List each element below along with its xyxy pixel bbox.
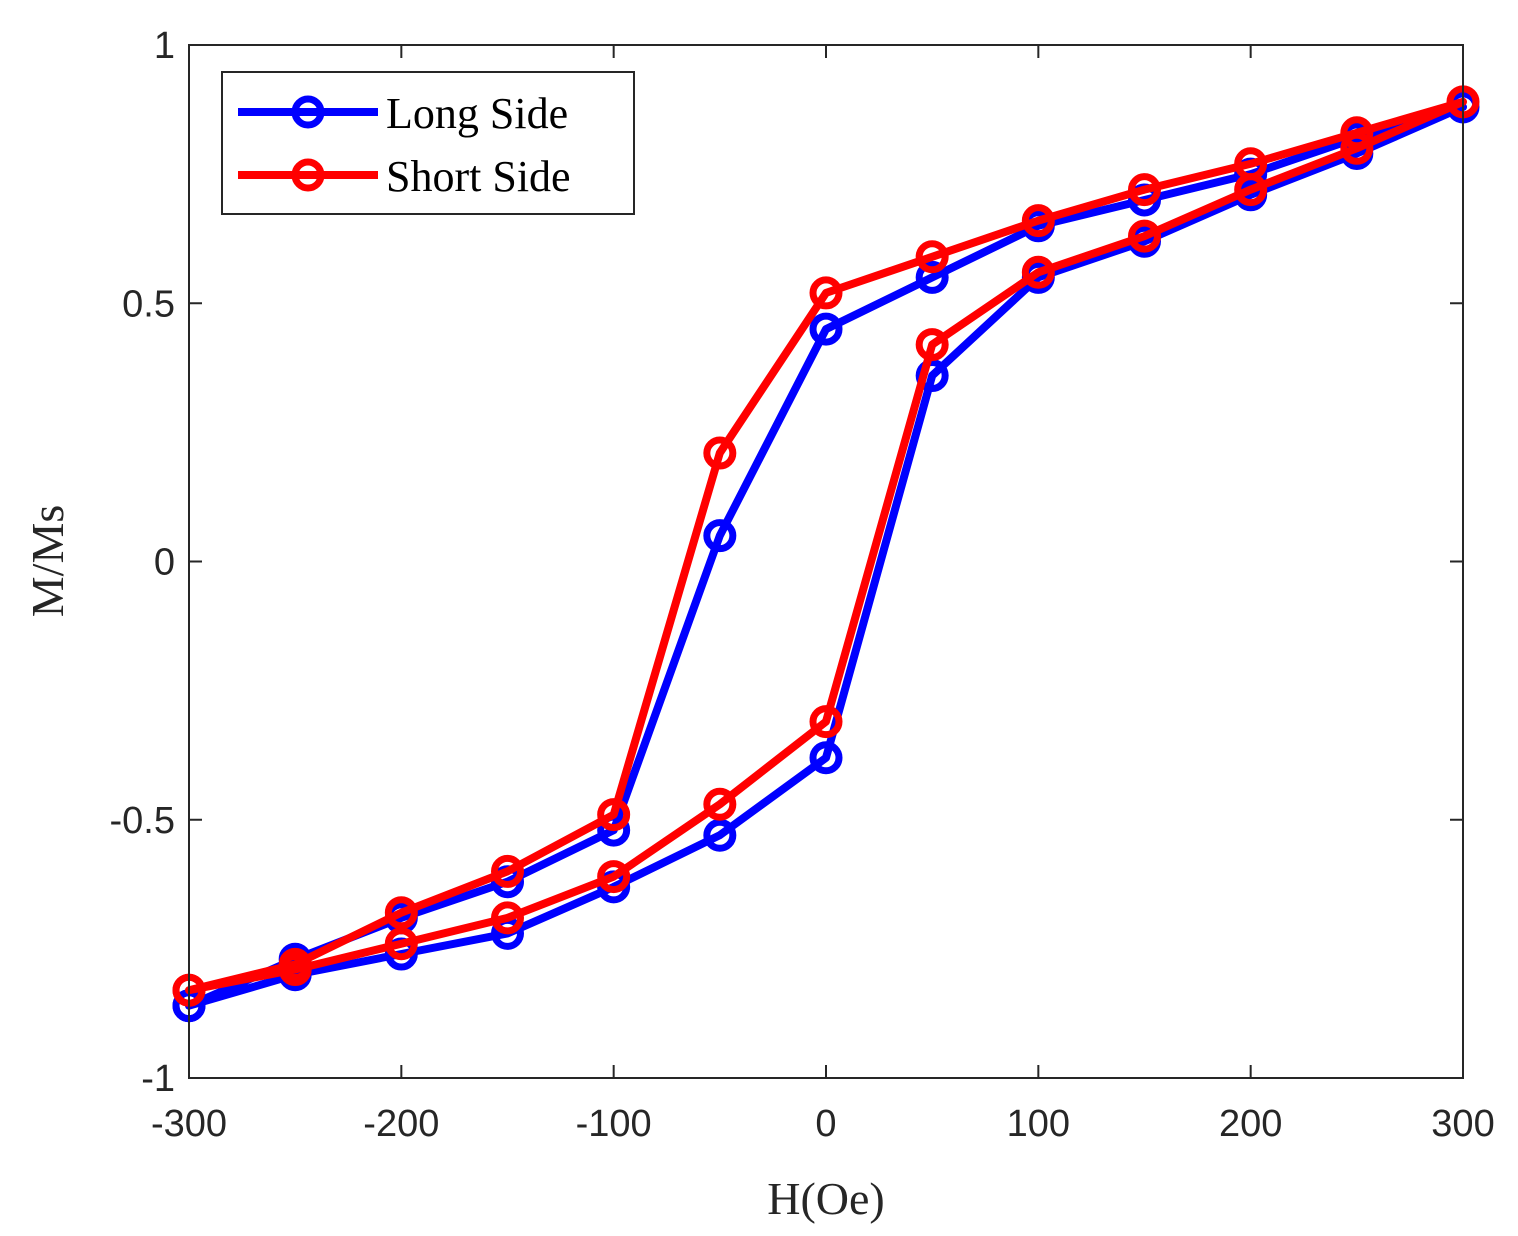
data-point-short-side — [809, 276, 843, 310]
y-tick-label: 0 — [154, 542, 175, 584]
y-tick-label: -1 — [141, 1058, 175, 1100]
data-point-short-side — [1234, 173, 1268, 207]
data-point-long-side — [703, 519, 737, 553]
data-point-short-side — [915, 240, 949, 274]
x-tick-label: -300 — [151, 1103, 227, 1145]
x-tick-label: 300 — [1431, 1103, 1494, 1145]
y-axis-title: M/Ms — [22, 505, 73, 617]
data-point-short-side — [1340, 131, 1374, 165]
data-point-short-side — [597, 860, 631, 894]
data-point-short-side — [1021, 204, 1055, 238]
legend-marker-short-side — [291, 158, 325, 192]
data-point-short-side — [384, 896, 418, 930]
data-point-short-side — [1021, 255, 1055, 289]
data-point-long-side — [809, 312, 843, 346]
x-tick-label: -200 — [363, 1103, 439, 1145]
data-point-short-side — [491, 901, 524, 935]
legend: Long Side Short Side — [221, 71, 635, 215]
data-point-short-side — [597, 798, 631, 832]
x-tick-label: -100 — [576, 1103, 652, 1145]
data-point-long-side — [703, 818, 737, 852]
x-tick-label: 100 — [1007, 1103, 1070, 1145]
y-tick-label: 0.5 — [122, 283, 175, 325]
legend-box — [221, 71, 635, 215]
x-tick-label: 0 — [815, 1103, 836, 1145]
legend-label-long-side: Long Side — [386, 89, 568, 138]
data-point-short-side — [915, 328, 949, 362]
y-tick-label: 1 — [154, 25, 175, 67]
data-point-short-side — [703, 436, 737, 470]
data-point-short-side — [1340, 116, 1374, 150]
data-point-short-side — [1128, 173, 1161, 207]
legend-label-short-side: Short Side — [386, 152, 571, 201]
data-point-short-side — [384, 927, 418, 961]
tick-layer: -300 -200 -100 0 100 200 300 -1 -0.5 0 0.5 1 — [110, 25, 1495, 1145]
x-tick-label: 200 — [1219, 1103, 1282, 1145]
legend-marker-long-side — [291, 95, 325, 129]
data-point-short-side — [491, 854, 524, 888]
data-point-long-side — [915, 260, 949, 294]
y-tick-label: -0.5 — [110, 800, 175, 842]
x-axis-title: H(Oe) — [767, 1173, 885, 1224]
data-point-short-side — [278, 953, 312, 987]
data-point-long-side — [915, 359, 949, 393]
data-point-short-side — [809, 705, 843, 739]
data-point-short-side — [703, 787, 737, 821]
data-point-long-side — [809, 741, 843, 775]
data-point-short-side — [1128, 219, 1161, 253]
